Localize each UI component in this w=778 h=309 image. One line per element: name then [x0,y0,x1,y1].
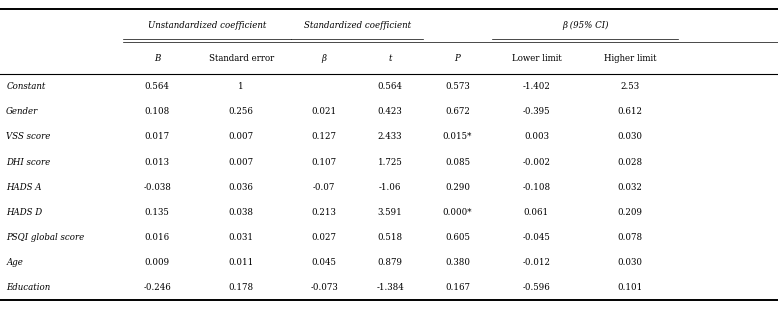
Text: 0.612: 0.612 [617,108,643,116]
Text: -1.384: -1.384 [377,283,404,292]
Text: Standard error: Standard error [209,53,274,63]
Text: -0.395: -0.395 [523,108,550,116]
Text: Lower limit: Lower limit [512,53,561,63]
Text: -1.402: -1.402 [523,83,550,91]
Text: -0.045: -0.045 [523,233,550,242]
Text: VSS score: VSS score [6,133,51,142]
Text: 0.007: 0.007 [229,158,254,167]
Text: Constant: Constant [6,83,46,91]
Text: 0.045: 0.045 [311,258,337,267]
Text: 1: 1 [238,83,244,91]
Text: 0.605: 0.605 [445,233,470,242]
Text: PSQI global score: PSQI global score [6,233,85,242]
Text: P: P [454,53,461,63]
Text: 0.028: 0.028 [617,158,643,167]
Text: 0.017: 0.017 [145,133,170,142]
Text: 0.032: 0.032 [618,183,642,192]
Text: DHI score: DHI score [6,158,51,167]
Text: 0.290: 0.290 [445,183,470,192]
Text: 0.564: 0.564 [378,83,402,91]
Text: 0.101: 0.101 [617,283,643,292]
Text: -0.002: -0.002 [523,158,550,167]
Text: β (95% CI): β (95% CI) [562,21,608,30]
Text: 0.423: 0.423 [378,108,402,116]
Text: 0.518: 0.518 [377,233,403,242]
Text: 0.031: 0.031 [229,233,254,242]
Text: 0.078: 0.078 [617,233,643,242]
Text: -0.108: -0.108 [522,183,551,192]
Text: Education: Education [6,283,51,292]
Text: 0.127: 0.127 [311,133,337,142]
Text: 0.013: 0.013 [145,158,170,167]
Text: 1.725: 1.725 [378,158,402,167]
Text: 0.030: 0.030 [617,258,643,267]
Text: 0.061: 0.061 [524,208,549,217]
Text: 3.591: 3.591 [378,208,402,217]
Text: 0.030: 0.030 [617,133,643,142]
Text: 0.000*: 0.000* [443,208,472,217]
Text: -0.07: -0.07 [313,183,335,192]
Text: Unstandardized coefficient: Unstandardized coefficient [148,21,266,30]
Text: Standardized coefficient: Standardized coefficient [303,21,411,30]
Text: β: β [321,53,327,63]
Text: -0.012: -0.012 [523,258,550,267]
Text: 2.53: 2.53 [620,83,640,91]
Text: 0.021: 0.021 [311,108,337,116]
Text: 0.036: 0.036 [229,183,254,192]
Text: Gender: Gender [6,108,38,116]
Text: B: B [154,53,160,63]
Text: HADS D: HADS D [6,208,42,217]
Text: Age: Age [6,258,23,267]
Text: 0.256: 0.256 [229,108,254,116]
Text: 0.209: 0.209 [617,208,643,217]
Text: 0.380: 0.380 [445,258,470,267]
Text: 0.011: 0.011 [229,258,254,267]
Text: -0.073: -0.073 [310,283,338,292]
Text: 0.085: 0.085 [445,158,470,167]
Text: -0.246: -0.246 [143,283,171,292]
Text: 0.007: 0.007 [229,133,254,142]
Text: -0.596: -0.596 [523,283,550,292]
Text: 0.135: 0.135 [145,208,170,217]
Text: 0.003: 0.003 [524,133,549,142]
Text: 0.672: 0.672 [445,108,470,116]
Text: 0.879: 0.879 [377,258,403,267]
Text: 0.038: 0.038 [229,208,254,217]
Text: -0.038: -0.038 [143,183,171,192]
Text: 0.167: 0.167 [445,283,470,292]
Text: 0.015*: 0.015* [443,133,472,142]
Text: Higher limit: Higher limit [604,53,656,63]
Text: 0.564: 0.564 [145,83,170,91]
Text: 0.108: 0.108 [145,108,170,116]
Text: 0.009: 0.009 [145,258,170,267]
Text: 0.027: 0.027 [311,233,337,242]
Text: 2.433: 2.433 [378,133,402,142]
Text: 0.213: 0.213 [312,208,336,217]
Text: 0.107: 0.107 [311,158,337,167]
Text: t: t [388,53,392,63]
Text: 0.573: 0.573 [445,83,470,91]
Text: HADS A: HADS A [6,183,42,192]
Text: -1.06: -1.06 [379,183,401,192]
Text: 0.016: 0.016 [145,233,170,242]
Text: 0.178: 0.178 [229,283,254,292]
